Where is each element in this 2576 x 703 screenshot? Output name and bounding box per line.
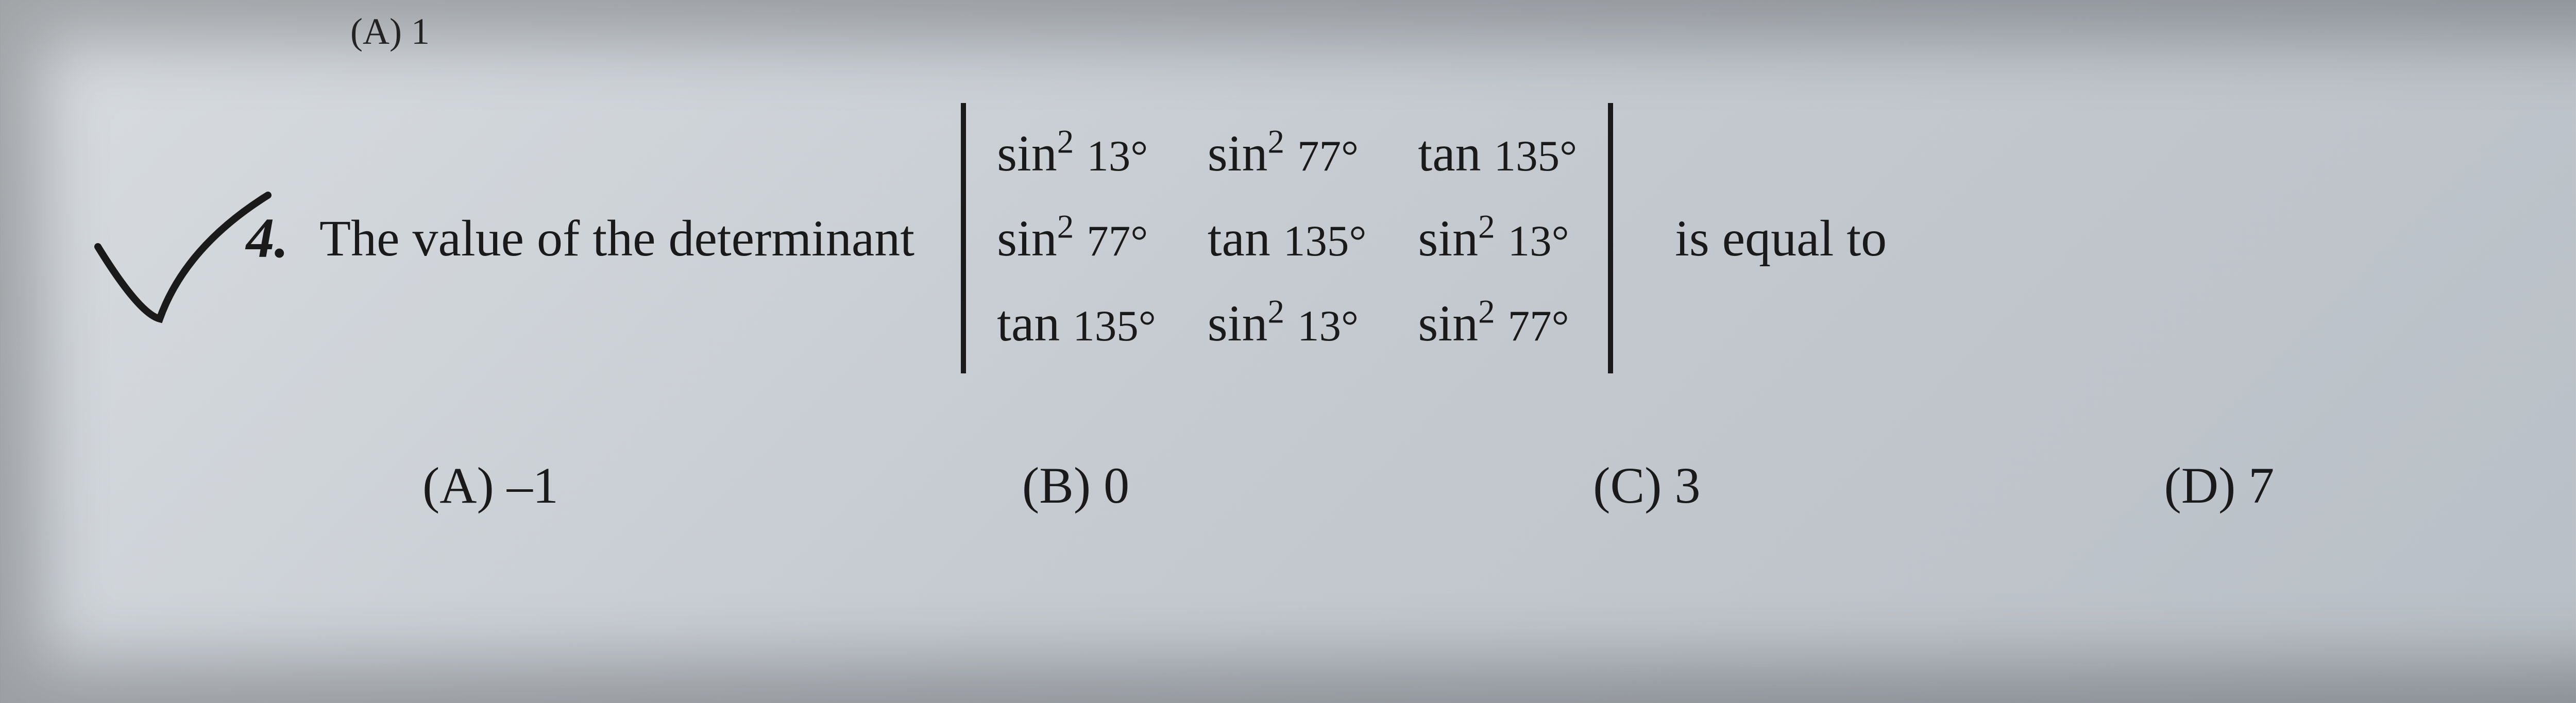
previous-option-fragment: (A) 1 [350,10,430,53]
options-row: (A) –1 (B) 0 (C) 3 (D) 7 [155,456,2576,515]
question-row: 4. The value of the determinant sin2 13°… [155,103,2576,373]
det-cell-r2c1: sin2 13° [1208,294,1367,353]
determinant: sin2 13° sin2 77° tan 135° sin2 77° tan … [961,103,1613,373]
det-cell-r0c1: sin2 77° [1208,124,1367,183]
determinant-right-bar [1608,103,1613,373]
question-stem-after: is equal to [1675,209,1887,268]
determinant-grid: sin2 13° sin2 77° tan 135° sin2 77° tan … [966,103,1608,373]
det-cell-r0c2: tan 135° [1418,124,1577,183]
det-cell-r1c1: tan 135° [1208,209,1367,268]
det-cell-r2c2: sin2 77° [1418,294,1577,353]
det-cell-r0c0: sin2 13° [997,124,1156,183]
question-stem-before: The value of the determinant [319,209,914,268]
question-number-wrap: 4. [155,205,289,271]
option-b: (B) 0 [1022,456,1129,515]
det-cell-r1c0: sin2 77° [997,209,1156,268]
determinant-left-bar [961,103,966,373]
option-c: (C) 3 [1593,456,1700,515]
page: (A) 1 4. The value of the determinant si… [0,0,2576,703]
option-d: (D) 7 [2164,456,2274,515]
det-cell-r2c0: tan 135° [997,294,1156,353]
det-cell-r1c2: sin2 13° [1418,209,1577,268]
option-a: (A) –1 [422,456,558,515]
tick-mark-icon [82,185,278,329]
